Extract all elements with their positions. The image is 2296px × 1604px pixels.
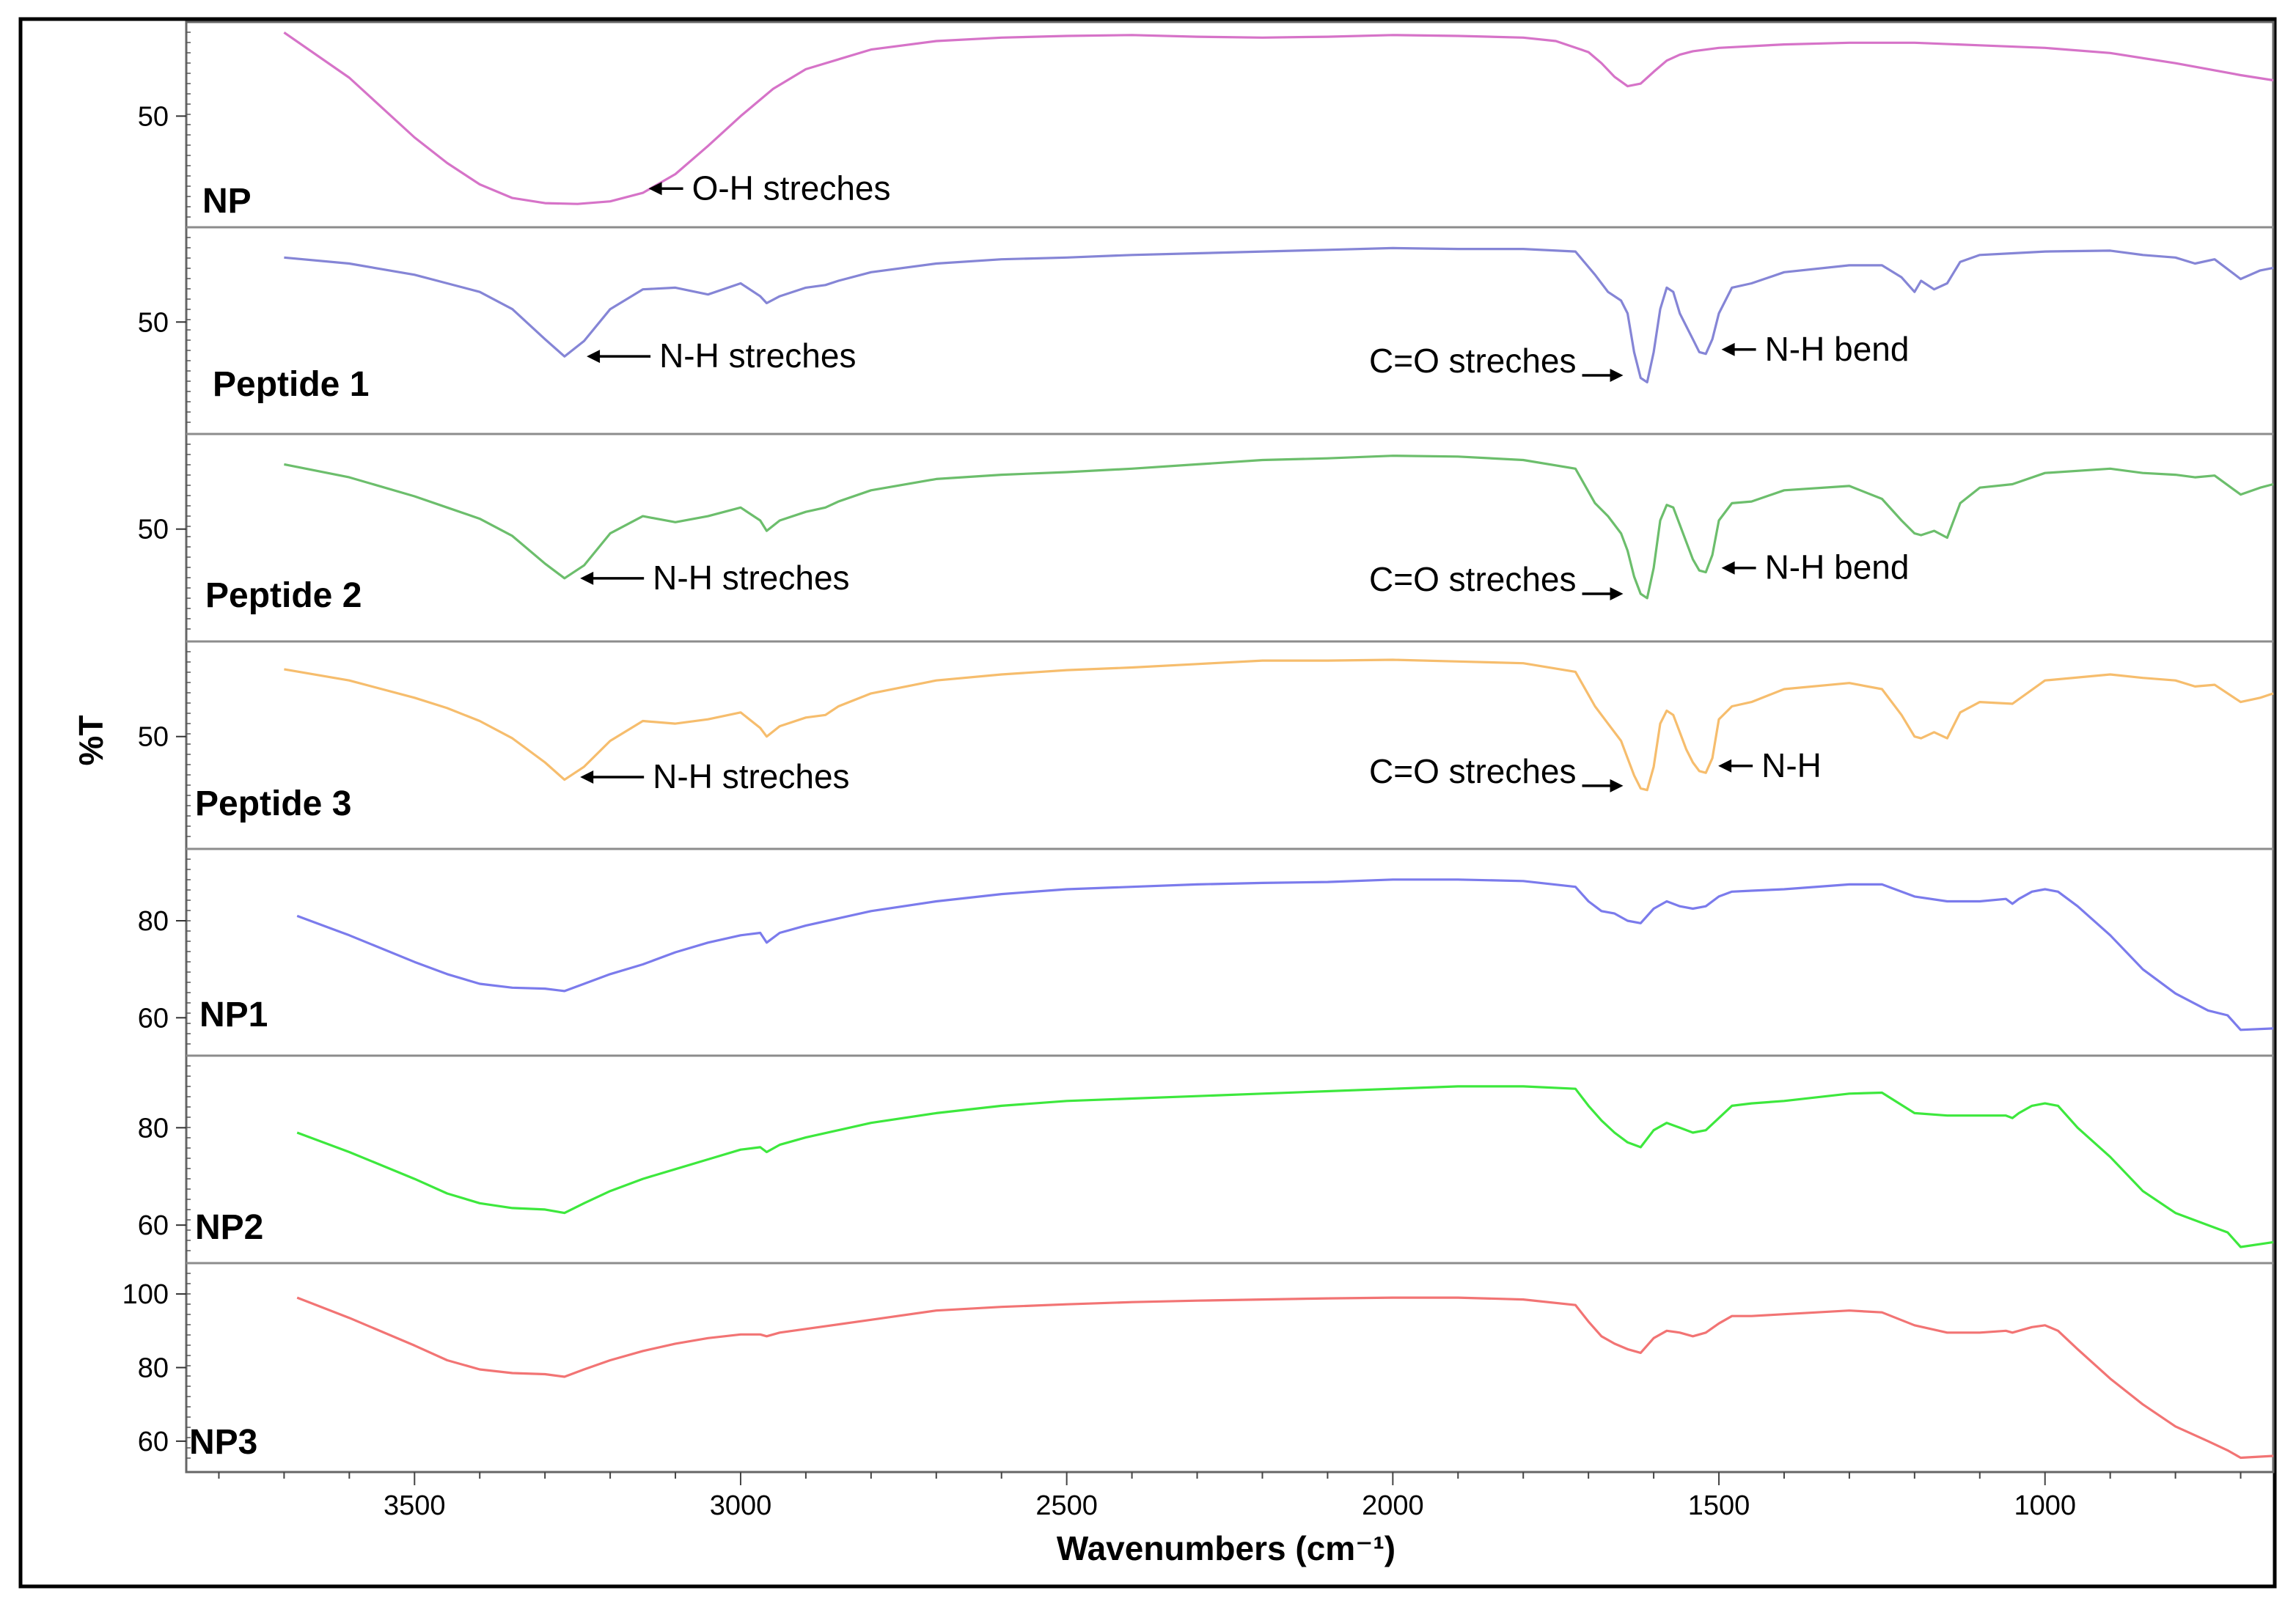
y-tick-label: 80 (138, 1113, 169, 1144)
panel-np2: 60 80 NP2 (138, 1065, 2274, 1265)
panel-np3: 60 80 100 NP3 (122, 1273, 2274, 1462)
figure-frame (18, 17, 2277, 1589)
annotation-arrowhead (587, 350, 601, 364)
y-tick-label: 80 (138, 906, 169, 937)
x-tick-label: 2500 (1035, 1490, 1098, 1521)
panel-peptide-2: 50 Peptide 2 N-H streches N-H bend C=O strec… (138, 444, 2274, 643)
annotation-label: N-H streches (653, 757, 849, 795)
spectrum-line-peptide-2 (284, 455, 2274, 600)
annotation-label: N-H bend (1765, 330, 1910, 368)
spectrum-line-np (283, 31, 2274, 205)
x-tick-label: 2000 (1362, 1490, 1424, 1521)
annotation-label: N-H streches (659, 336, 856, 375)
annotation-arrowhead (1721, 342, 1735, 356)
panel-label-np2: NP2 (195, 1208, 263, 1247)
spectrum-line-peptide-1 (284, 246, 2274, 384)
x-axis: 3500 3000 2500 2000 1500 1000 (218, 1472, 2242, 1521)
y-tick-label: 50 (138, 515, 169, 545)
y-tick-label: 80 (138, 1353, 169, 1384)
spectrum-line-np3 (296, 1296, 2274, 1460)
panel-label-peptide-1: Peptide 1 (213, 365, 369, 404)
annotation-label: N-H (1761, 746, 1822, 784)
annotation-label: O-H streches (692, 169, 891, 207)
annotation-label: C=O streches (1369, 342, 1577, 380)
panel-peptide-3: 50 Peptide 3 N-H streches N-H C=O streches (138, 651, 2274, 850)
y-tick-label: 60 (138, 1003, 169, 1034)
panel-label-np1: NP1 (199, 996, 268, 1034)
annotation-arrowhead (1610, 779, 1624, 792)
x-tick-label: 3500 (384, 1490, 446, 1521)
y-tick-label: 50 (138, 307, 169, 338)
annotation-label: N-H bend (1765, 548, 1910, 586)
y-tick-label: 60 (138, 1427, 169, 1457)
spectrum-line-peptide-3 (284, 658, 2274, 792)
y-tick-label: 50 (138, 722, 169, 753)
spectrum-line-np1 (296, 878, 2274, 1031)
annotation-arrowhead (1718, 759, 1732, 773)
annotation-arrowhead (580, 770, 594, 784)
y-tick-label: 50 (138, 101, 169, 132)
panel-np: 50 NP O-H streches (138, 31, 2274, 229)
panel-label-peptide-3: Peptide 3 (195, 784, 351, 823)
x-tick-label: 1000 (2014, 1490, 2076, 1521)
panel-label-peptide-2: Peptide 2 (205, 576, 362, 615)
annotation-arrowhead (1610, 587, 1624, 601)
spectrum-line-np2 (296, 1085, 2274, 1248)
panel-label-np: NP (202, 182, 252, 221)
x-tick-label: 3000 (710, 1490, 772, 1521)
annotation-arrowhead (1610, 368, 1624, 382)
panel-peptide-1: 50 Peptide 1 N-H streches N-H bend C=O strec… (138, 237, 2274, 435)
annotation-label: C=O streches (1369, 560, 1577, 598)
panels-layer: 50 NP O-H streches 50 Peptide 1 N-H streches N… (122, 31, 2274, 1462)
annotation-label: C=O streches (1369, 752, 1577, 790)
y-axis-title: %T (72, 715, 110, 766)
panel-np1: 60 80 NP1 (138, 858, 2274, 1057)
annotation-arrowhead (1721, 561, 1735, 575)
annotation-label: N-H streches (653, 559, 849, 597)
y-tick-label: 60 (138, 1210, 169, 1241)
x-axis-title: Wavenumbers (cm⁻¹) (1057, 1529, 1395, 1567)
annotation-arrowhead (648, 182, 662, 196)
y-tick-label: 100 (122, 1279, 169, 1310)
annotation-arrowhead (580, 571, 594, 585)
x-tick-label: 1500 (1688, 1490, 1750, 1521)
panel-label-np3: NP3 (189, 1423, 257, 1462)
plot-area (185, 21, 2275, 1474)
